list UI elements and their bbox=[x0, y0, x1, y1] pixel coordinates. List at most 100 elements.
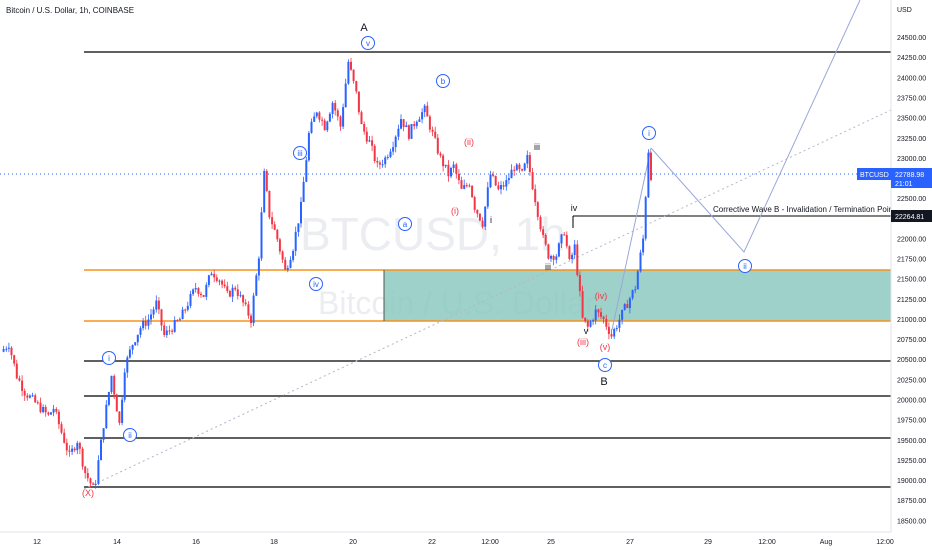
candle-body bbox=[73, 448, 76, 451]
candle-body bbox=[405, 125, 408, 127]
candle-body bbox=[442, 155, 445, 167]
wave-sub-label: (i) bbox=[451, 206, 459, 216]
candle-body bbox=[410, 124, 413, 139]
candle-body bbox=[123, 372, 126, 400]
price-axis-panel bbox=[891, 0, 932, 550]
wave-sub-label: B bbox=[600, 376, 607, 388]
wave-label-circle bbox=[123, 428, 137, 442]
candle-body bbox=[423, 105, 426, 113]
candle-body bbox=[352, 69, 355, 81]
candle-body bbox=[489, 174, 492, 188]
candle-body bbox=[107, 392, 110, 405]
candle-body bbox=[418, 119, 421, 122]
candle-body bbox=[644, 197, 647, 239]
candle-body bbox=[307, 133, 310, 161]
candle-body bbox=[639, 252, 642, 272]
wave-sub-label: v bbox=[584, 326, 589, 336]
time-axis-ticks: 12 14 16 18 20 22 12:00 25 27 29 12:00 Aug 12:00 bbox=[33, 539, 894, 546]
price-tick-label: 23250.00 bbox=[897, 136, 926, 143]
wave-label-text: c bbox=[603, 361, 607, 370]
trendline-dotted bbox=[83, 109, 892, 490]
candle-body bbox=[531, 172, 534, 190]
candle-body bbox=[15, 363, 18, 379]
candle-body bbox=[297, 223, 300, 232]
price-tick-label: 18500.00 bbox=[897, 518, 926, 525]
price-tick-label: 21000.00 bbox=[897, 317, 926, 324]
candle-body bbox=[573, 244, 576, 255]
candle-body bbox=[642, 238, 645, 253]
candle-body bbox=[563, 234, 566, 236]
candle-body bbox=[386, 157, 389, 158]
symbol-title: Bitcoin / U.S. Dollar, 1h, COINBASE bbox=[6, 6, 134, 15]
candle-body bbox=[350, 61, 352, 70]
candle-body bbox=[426, 105, 429, 117]
candle-body bbox=[113, 375, 116, 395]
candle-body bbox=[402, 119, 405, 127]
candle-body bbox=[550, 256, 552, 259]
candle-body bbox=[247, 304, 250, 316]
candle-body bbox=[407, 125, 410, 139]
price-tick-label: 20250.00 bbox=[897, 377, 926, 384]
candle-body bbox=[578, 275, 581, 292]
candle-body bbox=[647, 152, 650, 198]
candle-body bbox=[205, 284, 208, 297]
invalidation-annotation: Corrective Wave B - Invalidation / Termi… bbox=[713, 205, 896, 214]
candle-body bbox=[121, 399, 124, 423]
candle-body bbox=[102, 428, 105, 440]
price-tick-label: 22500.00 bbox=[897, 196, 926, 203]
time-tick-label: 25 bbox=[547, 539, 555, 546]
wave-label-circle bbox=[361, 36, 375, 50]
wave-label-circle bbox=[738, 259, 752, 273]
candle-body bbox=[202, 295, 205, 297]
candle-body bbox=[523, 163, 526, 171]
wave-label-circle bbox=[309, 277, 323, 291]
candle-body bbox=[344, 83, 347, 108]
candle-body bbox=[534, 189, 537, 203]
candle-body bbox=[360, 112, 363, 124]
time-tick-label: 27 bbox=[626, 539, 634, 546]
candle-body bbox=[184, 309, 187, 311]
candle-body bbox=[26, 395, 29, 398]
candle-body bbox=[600, 312, 602, 317]
candle-body bbox=[328, 113, 331, 122]
axis-currency: USD bbox=[897, 7, 912, 14]
candle-body bbox=[434, 131, 437, 138]
candle-body bbox=[571, 254, 574, 259]
candle-body bbox=[252, 295, 255, 324]
candle-body bbox=[76, 443, 79, 451]
candle-body bbox=[421, 112, 424, 120]
candle-body bbox=[381, 164, 384, 166]
candle-body bbox=[136, 334, 139, 343]
candle-body bbox=[23, 390, 26, 396]
candle-body bbox=[126, 357, 129, 373]
candle-body bbox=[86, 473, 89, 479]
time-tick-label: 12 bbox=[33, 539, 41, 546]
time-tick-label: 14 bbox=[113, 539, 121, 546]
price-tick-label: 19500.00 bbox=[897, 438, 926, 445]
candle-body bbox=[357, 91, 360, 113]
price-tick-label: 19250.00 bbox=[897, 458, 926, 465]
candle-body bbox=[431, 129, 434, 132]
candle-body bbox=[226, 286, 229, 291]
time-tick-label: 18 bbox=[270, 539, 278, 546]
candle-body bbox=[415, 121, 418, 127]
candle-body bbox=[444, 164, 447, 167]
candle-body bbox=[552, 256, 555, 260]
candle-body bbox=[147, 319, 150, 326]
candle-body bbox=[28, 395, 31, 398]
candle-body bbox=[460, 180, 463, 189]
time-tick-label: 16 bbox=[192, 539, 200, 546]
candle-body bbox=[521, 169, 524, 171]
candle-body bbox=[286, 267, 289, 270]
candle-body bbox=[565, 235, 568, 247]
level-price-tag: 22264.81 bbox=[891, 210, 932, 222]
candle-body bbox=[542, 229, 545, 236]
candle-body bbox=[315, 112, 318, 117]
candle-body bbox=[365, 131, 368, 142]
candle-body bbox=[318, 112, 321, 120]
candle-body bbox=[55, 408, 58, 412]
candle-body bbox=[539, 216, 542, 230]
time-tick-label: Aug bbox=[820, 539, 833, 546]
wave-label-text: iii bbox=[297, 149, 303, 158]
